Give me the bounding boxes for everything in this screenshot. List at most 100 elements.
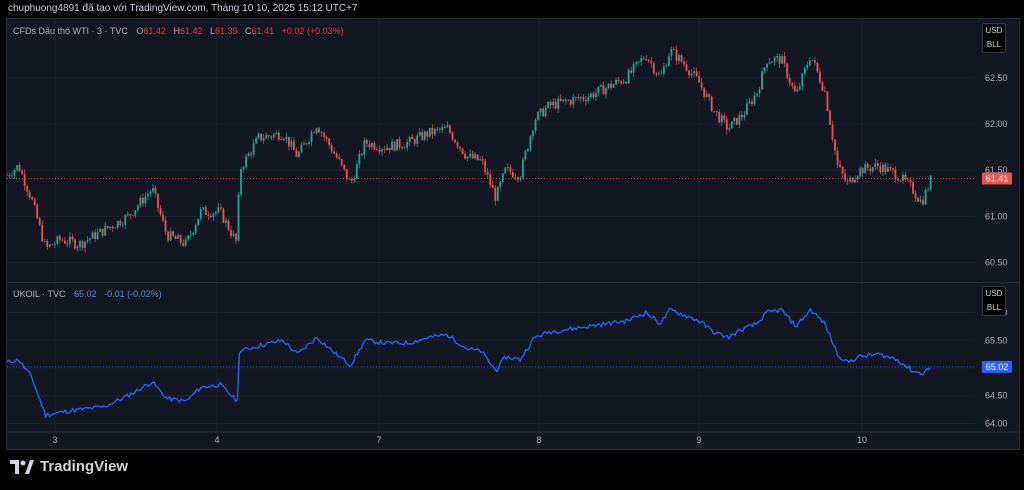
ukoil-unit-box[interactable]: USD BLL: [982, 286, 1006, 316]
wti-unit-box[interactable]: USD BLL: [982, 23, 1006, 53]
close-label: C: [245, 26, 252, 36]
candle-body: [350, 179, 353, 181]
candle-body: [572, 97, 575, 105]
candle-body: [222, 208, 225, 223]
candle-body: [260, 133, 263, 141]
candle-body: [743, 114, 746, 118]
candle-body: [683, 61, 685, 65]
candle-body: [728, 128, 731, 130]
ukoil-legend: UKOIL · TVC 65.02 -0.01 (-0.02%): [13, 289, 167, 299]
ukoil-line: [7, 307, 931, 419]
candle-body: [584, 99, 587, 102]
candle-body: [240, 169, 242, 195]
candle-body: [486, 172, 489, 175]
candle-body: [685, 64, 688, 71]
candle-body: [63, 240, 66, 244]
candle-body: [373, 143, 376, 150]
candle-body: [753, 95, 756, 104]
candle-body: [791, 83, 794, 86]
candle-body: [904, 174, 907, 180]
candle-body: [725, 119, 728, 130]
candle-body: [484, 161, 487, 173]
candle-body: [134, 210, 137, 216]
candle-body: [605, 88, 607, 95]
candle-body: [662, 66, 665, 74]
open-label: O: [136, 26, 144, 36]
candle-body: [182, 242, 185, 246]
candle-body: [617, 79, 620, 82]
candle-body: [713, 110, 716, 112]
candle-body: [300, 144, 303, 153]
candle-body: [854, 179, 857, 183]
candle-body: [466, 156, 469, 159]
candle-body: [121, 224, 124, 226]
candle-body: [876, 163, 879, 166]
candle-body: [277, 132, 280, 140]
candle-body: [735, 117, 738, 125]
candle-body: [214, 211, 217, 214]
candle-body: [826, 91, 829, 111]
candle-body: [142, 197, 144, 204]
chart-svg[interactable]: 3 4 7 8 9 10 60.50 61.00 61.50 62.00 62.50 64.00 64.…: [7, 19, 1019, 449]
candle-body: [922, 199, 925, 205]
candle-body: [61, 239, 64, 241]
candle-body: [43, 241, 46, 242]
candle-body: [8, 174, 11, 176]
candle-body: [625, 82, 628, 84]
candle-body: [325, 136, 328, 139]
chart-area[interactable]: 3 4 7 8 9 10 60.50 61.00 61.50 62.00 62.50 64.00 64.…: [6, 18, 1020, 450]
candle-body: [766, 63, 768, 68]
candle-body: [438, 128, 441, 130]
candle-body: [886, 167, 889, 172]
candle-body: [116, 220, 119, 228]
candle-body: [798, 86, 801, 90]
candle-body: [109, 226, 112, 229]
candle-body: [106, 225, 109, 229]
candle-body: [914, 193, 917, 199]
candle-body: [23, 173, 26, 187]
candle-body: [149, 191, 152, 195]
candle-body: [869, 168, 872, 171]
candle-body: [172, 231, 175, 236]
candle-body: [660, 73, 663, 75]
candle-body: [403, 147, 406, 149]
candle-body: [330, 145, 333, 152]
candle-body: [230, 230, 232, 237]
candle-body: [126, 214, 129, 216]
ukoil-y-tick-label: 64.50: [985, 391, 1008, 401]
candle-body: [496, 187, 499, 201]
candle-body: [557, 98, 560, 109]
high-label: H: [173, 26, 180, 36]
pane-divider[interactable]: [7, 282, 1019, 283]
candle-body: [768, 62, 771, 64]
x-tick-label: 10: [857, 435, 867, 445]
candle-body: [861, 168, 864, 174]
candle-body: [892, 168, 894, 170]
candle-body: [549, 101, 552, 106]
candle-body: [771, 61, 774, 63]
candle-body: [615, 79, 617, 85]
x-tick-label: 3: [52, 435, 57, 445]
candle-body: [831, 124, 834, 140]
candle-body: [579, 97, 582, 99]
candle-body: [451, 132, 454, 140]
candle-body: [695, 71, 698, 76]
tradingview-logo[interactable]: TradingView: [10, 458, 128, 475]
candle-body: [788, 78, 791, 84]
candle-body: [245, 156, 247, 168]
candle-body: [781, 56, 784, 64]
candle-body: [763, 67, 766, 72]
wti-y-tick-label: 61.00: [985, 211, 1008, 221]
candle-body: [53, 243, 56, 246]
candle-body: [673, 48, 675, 50]
candle-body: [610, 83, 612, 88]
candle-body: [456, 142, 459, 147]
candle-body: [318, 128, 320, 133]
candle-body: [720, 115, 723, 123]
candle-body: [630, 70, 633, 73]
candle-body: [504, 167, 507, 174]
candle-body: [426, 131, 429, 137]
ukoil-price-tag: [982, 360, 1012, 373]
candle-body: [46, 241, 49, 247]
candle-body: [28, 191, 31, 198]
